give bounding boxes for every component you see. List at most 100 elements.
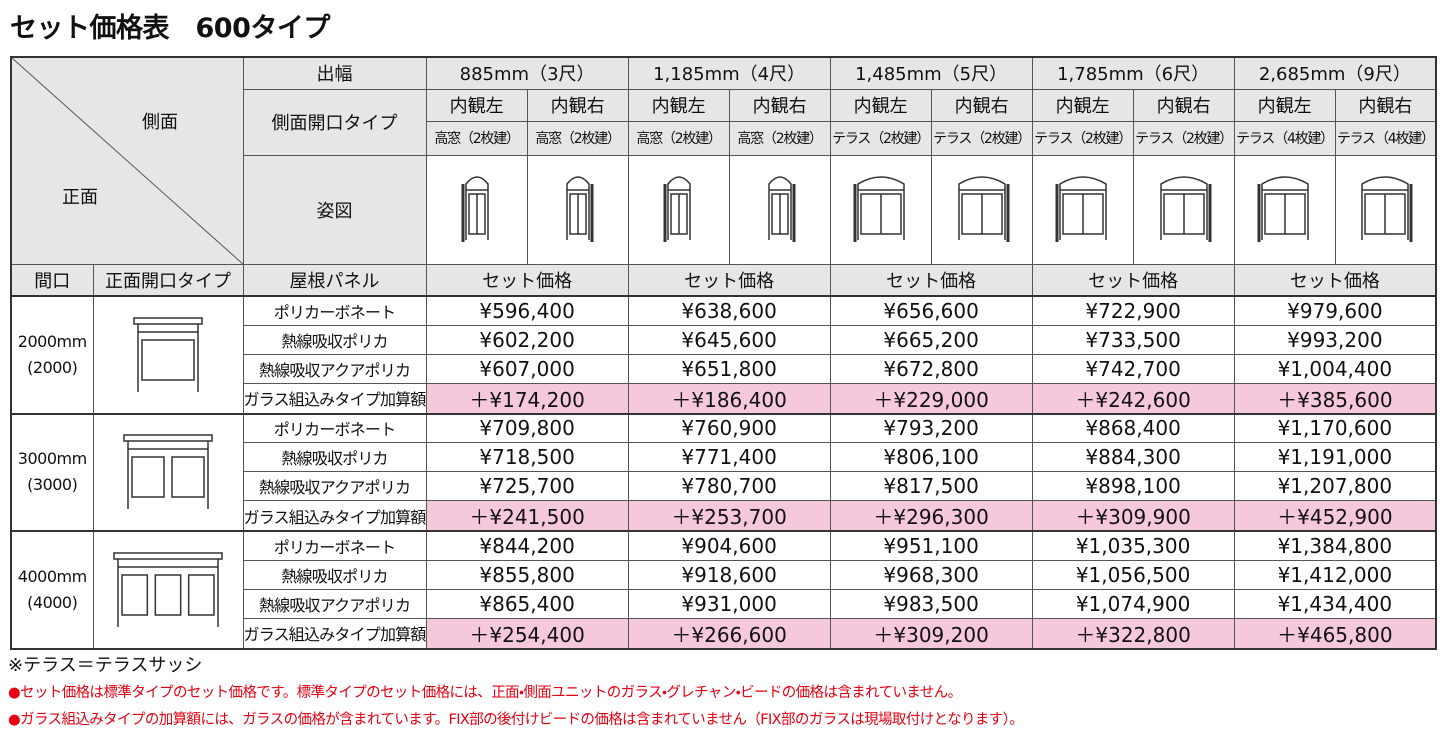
side-drawing [1159, 175, 1212, 242]
type-label: テラス（4枚建） [1334, 120, 1437, 156]
price: ＋¥266,600 [627, 617, 831, 649]
side-drawing [461, 175, 489, 242]
price-heading: セット価格 [425, 263, 629, 297]
view-label: 内観右 [526, 88, 629, 122]
price: ¥1,074,900 [1031, 588, 1235, 619]
header-row: 高窓（2枚建） 高窓（2枚建） 高窓（2枚建） 高窓（2枚建） テラス（2枚建） テラス（… [11, 120, 1437, 156]
price-heading: セット価格 [627, 263, 831, 297]
width-label: 2,685mm（9尺） [1233, 56, 1437, 90]
price: ¥844,200 [425, 530, 629, 561]
frontage-size: 3000mm [17, 449, 87, 469]
view-label: 内観左 [829, 88, 932, 122]
price: ＋¥296,300 [829, 500, 1033, 532]
price: ＋¥452,900 [1233, 500, 1437, 532]
corner-side: 側面 [142, 112, 178, 133]
price: ¥760,900 [627, 412, 831, 443]
price: ¥806,100 [829, 442, 1033, 472]
price: ¥1,170,600 [1233, 412, 1437, 443]
price-heading: セット価格 [1233, 263, 1437, 297]
frontage: 4000mm (4000) [10, 530, 94, 649]
drawing-cell [1132, 154, 1235, 265]
type-label: 高窓（2枚建） [728, 120, 831, 156]
panel-label: 熱線吸収アクアポリカ [242, 471, 427, 501]
header-row: 側面開口タイプ 内観左 内観右 内観左 内観右 内観左 内観右 内観左 内観右 内観左 内観右 [11, 88, 1437, 156]
price: ¥1,035,300 [1031, 530, 1235, 561]
table-body: 側面 正面 出幅 885mm（3尺） 1,185mm（4尺） 1,485mm（5尺） 1,7… [10, 56, 1437, 649]
header-label: 出幅 [242, 56, 427, 90]
price: ¥1,191,000 [1233, 442, 1437, 472]
drawing-cell [728, 154, 831, 265]
price: ¥771,400 [627, 442, 831, 472]
drawing-cell [1233, 154, 1336, 265]
diagonal [12, 58, 242, 263]
drawing-cell [930, 154, 1033, 265]
note: ●ガラス組込みタイプの加算額には、ガラスの価格が含まれています。FIX部の後付け… [8, 712, 1024, 728]
price: ¥865,400 [425, 588, 629, 619]
price: ¥722,900 [1031, 295, 1235, 326]
header-label: 姿図 [242, 154, 427, 265]
view-label: 内観左 [1233, 88, 1336, 122]
price: ¥638,600 [627, 295, 831, 326]
type-label: テラス（2枚建） [1031, 120, 1134, 156]
width-label: 1,485mm（5尺） [829, 56, 1033, 90]
panel-label: 熱線吸収アクアポリカ [242, 353, 427, 384]
price: ¥868,400 [1031, 412, 1235, 443]
price: ¥780,700 [627, 471, 831, 501]
header-row: 側面 正面 出幅 885mm（3尺） 1,185mm（4尺） 1,485mm（5尺） 1,7… [10, 56, 1437, 265]
frontage-sub: (2000) [27, 357, 78, 377]
sub-header: 正面開口タイプ [92, 263, 244, 297]
price-row: ガラス組込みタイプ加算額 ＋¥174,200 ＋¥186,400 ＋¥229,000 ＋… [11, 382, 1437, 414]
type-label: テラス（2枚建） [1132, 120, 1235, 156]
price: ¥645,600 [627, 324, 831, 355]
view-label: 内観左 [425, 88, 528, 122]
front-drawing-cell [92, 530, 244, 649]
drawing-cell [627, 154, 730, 265]
width-label: 885mm（3尺） [425, 56, 629, 90]
note: ※テラス＝テラスサッシ [8, 655, 203, 676]
type-label: テラス（2枚建） [829, 120, 932, 156]
price: ＋¥229,000 [829, 382, 1033, 414]
price: ¥904,600 [627, 530, 831, 561]
price-row: 3000mm (3000) ポリカーボネート ¥709,800 ¥760,900 ¥793… [10, 412, 1437, 532]
price: ¥602,200 [425, 324, 629, 355]
price: ＋¥254,400 [425, 617, 629, 649]
price: ¥725,700 [425, 471, 629, 501]
price: ＋¥241,500 [425, 500, 629, 532]
frontage: 3000mm (3000) [10, 412, 94, 532]
frontage-size: 2000mm [17, 331, 87, 351]
drawing-row: 姿図 [11, 154, 1437, 265]
price-row: 熱線吸収アクアポリカ ¥607,000 ¥651,800 ¥672,800 ¥742,7… [11, 353, 1437, 384]
panel-label: 熱線吸収ポリカ [242, 559, 427, 590]
price: ¥596,400 [425, 295, 629, 326]
frontage-sub: (4000) [27, 592, 78, 612]
price: ¥718,500 [425, 442, 629, 472]
panel-label: ポリカーボネート [242, 295, 427, 326]
type-label: テラス（2枚建） [930, 120, 1033, 156]
type-label: テラス（4枚建） [1233, 120, 1336, 156]
price: ＋¥322,800 [1031, 617, 1235, 649]
header-label: 側面開口タイプ [242, 88, 427, 156]
view-label: 内観右 [728, 88, 831, 122]
price: ¥968,300 [829, 559, 1033, 590]
sub-header: 屋根パネル [242, 263, 427, 297]
price-row: 熱線吸収アクアポリカ ¥865,400 ¥931,000 ¥983,500 ¥1,074… [11, 588, 1437, 619]
sub-header: 間口 [10, 263, 94, 297]
frontage: 2000mm (2000) [10, 295, 94, 414]
panel-label: 熱線吸収アクアポリカ [242, 588, 427, 619]
price: ¥979,600 [1233, 295, 1437, 326]
corner-front: 正面 [62, 187, 98, 208]
price: ＋¥174,200 [425, 382, 629, 414]
price-row: 熱線吸収ポリカ ¥602,200 ¥645,600 ¥665,200 ¥733,500 ¥… [11, 324, 1437, 355]
front-drawing-cell [92, 412, 244, 532]
frontage-size: 4000mm [17, 566, 87, 586]
price: ¥665,200 [829, 324, 1033, 355]
price: ¥733,500 [1031, 324, 1235, 355]
panel-label: ガラス組込みタイプ加算額 [242, 382, 427, 414]
side-drawing [1055, 175, 1107, 242]
front-drawing [113, 552, 223, 627]
side-drawing [565, 175, 594, 242]
drawing-cell [829, 154, 932, 265]
price-row: 4000mm (4000) ポリカーボネート ¥844,200 ¥904,600 ¥951… [10, 530, 1437, 649]
type-label: 高窓（2枚建） [526, 120, 629, 156]
